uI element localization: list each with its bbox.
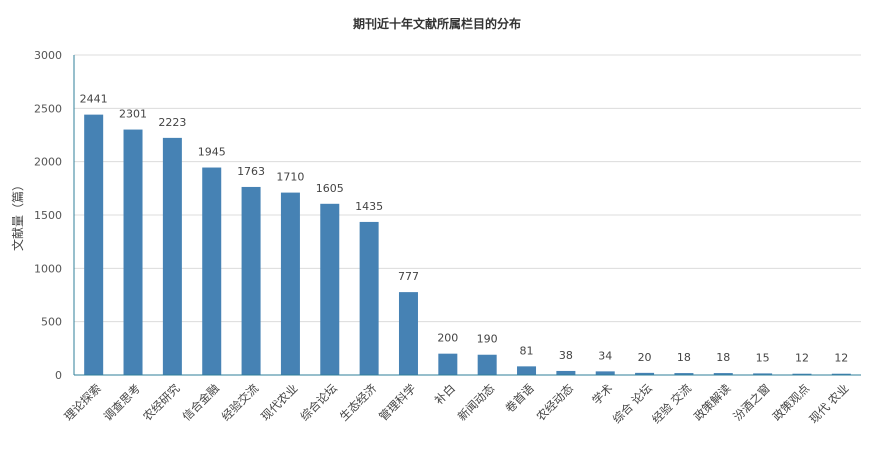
category-label: 理论探索 <box>61 381 103 423</box>
data-label: 2223 <box>158 116 186 129</box>
bar <box>280 192 300 375</box>
bar <box>713 373 733 375</box>
category-label: 现代 农业 <box>806 381 851 426</box>
category-label: 补白 <box>432 381 458 407</box>
category-label: 生态经济 <box>337 381 380 424</box>
data-label: 1710 <box>276 171 304 184</box>
category-label: 汾酒之窗 <box>730 381 772 423</box>
category-label: 综合 论坛 <box>610 381 655 426</box>
category-label: 农经研究 <box>140 381 183 424</box>
data-label: 2441 <box>80 93 108 106</box>
data-labels: 2441 2301 2223 1945 1763 1710 1605 1435 777 200 19… <box>80 93 849 365</box>
category-label: 卷首语 <box>502 381 537 416</box>
y-tick-label: 0 <box>55 369 62 382</box>
category-label: 调查思考 <box>101 381 143 423</box>
data-label: 20 <box>638 351 652 364</box>
category-label: 经验交流 <box>219 381 262 424</box>
category-label: 综合论坛 <box>297 381 340 424</box>
bar <box>84 114 104 376</box>
bar <box>831 373 851 375</box>
category-label: 经验 交流 <box>649 381 694 426</box>
data-label: 2301 <box>119 108 147 121</box>
bar <box>517 366 537 375</box>
bar <box>123 129 143 375</box>
data-label: 34 <box>598 349 612 362</box>
data-label: 1763 <box>237 165 265 178</box>
data-label: 777 <box>398 270 419 283</box>
y-tick-label: 1000 <box>34 262 62 275</box>
y-tick-label: 3000 <box>34 49 62 62</box>
bar <box>753 373 773 375</box>
bar <box>438 353 458 375</box>
category-label: 信合金融 <box>179 381 222 424</box>
data-label: 15 <box>756 351 770 364</box>
y-tick-label: 500 <box>41 316 62 329</box>
bars <box>84 114 851 376</box>
data-label: 38 <box>559 349 573 362</box>
bar <box>635 372 655 375</box>
grid-lines <box>74 54 861 323</box>
data-label: 12 <box>795 352 809 365</box>
data-label: 18 <box>716 351 730 364</box>
y-axis-label: 文献量（篇） <box>10 179 25 251</box>
bar <box>674 373 694 375</box>
category-label: 政策解读 <box>691 381 734 424</box>
category-label: 学术 <box>589 381 616 408</box>
category-label: 管理科学 <box>376 381 418 423</box>
data-label: 1605 <box>316 182 344 195</box>
bar <box>241 186 261 375</box>
chart-title: 期刊近十年文献所属栏目的分布 <box>353 16 521 31</box>
bar <box>556 370 576 375</box>
data-label: 18 <box>677 351 691 364</box>
bar <box>162 137 182 375</box>
category-label: 现代农业 <box>258 381 300 423</box>
category-label: 农经动态 <box>534 381 577 424</box>
category-label: 新闻动态 <box>455 381 498 424</box>
data-label: 1945 <box>198 146 226 159</box>
data-label: 12 <box>834 352 848 365</box>
bar <box>398 292 418 375</box>
bar <box>359 221 379 375</box>
category-label: 政策观点 <box>770 381 812 423</box>
y-tick-label: 2500 <box>34 102 62 115</box>
bar <box>792 373 812 375</box>
bar <box>595 371 615 375</box>
data-label: 1435 <box>355 200 383 213</box>
y-tick-label: 2000 <box>34 156 62 169</box>
data-label: 190 <box>477 333 498 346</box>
y-tick-labels: 0 500 1000 1500 2000 2500 3000 <box>34 49 62 382</box>
bar <box>320 203 340 375</box>
bar <box>202 167 222 375</box>
y-tick-label: 1500 <box>34 209 62 222</box>
data-label: 200 <box>437 332 458 345</box>
data-label: 81 <box>520 344 534 357</box>
bar <box>477 354 497 375</box>
